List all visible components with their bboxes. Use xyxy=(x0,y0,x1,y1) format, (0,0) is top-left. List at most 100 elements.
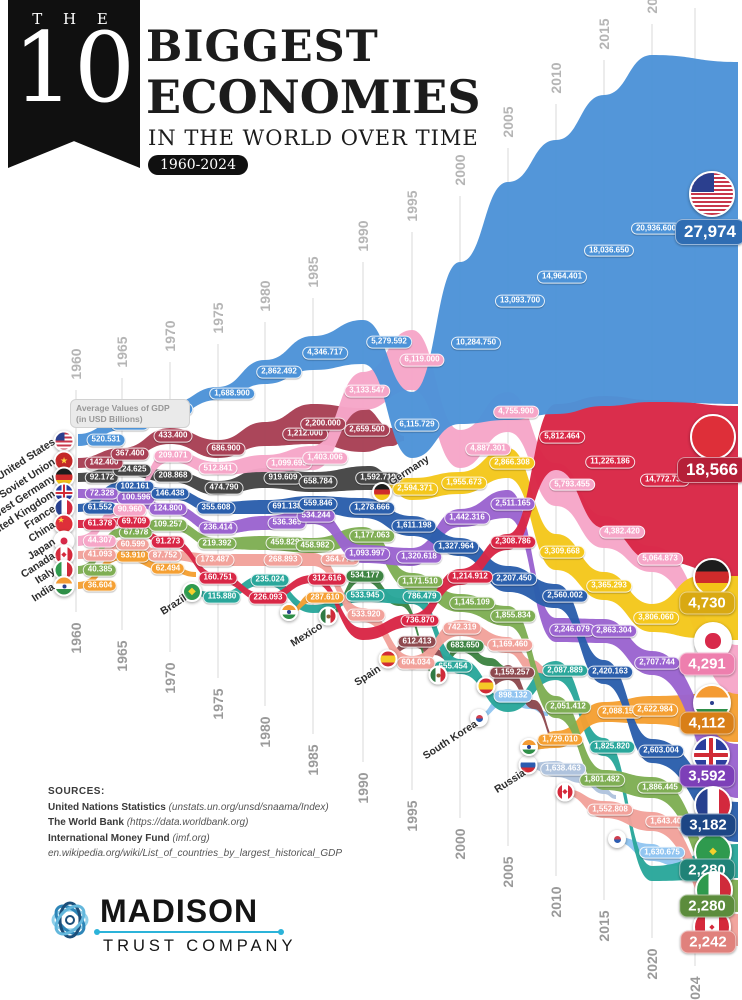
value-pill-fr: 102.161 xyxy=(115,480,155,493)
source-line: en.wikipedia.org/wiki/List_of_countries_… xyxy=(48,846,342,862)
value-pill-cn: 226.093 xyxy=(248,591,288,605)
value-pill-ca: 87.752 xyxy=(147,549,183,562)
value-pill-in: 287.610 xyxy=(305,591,345,604)
value-pill-it: 2,051.412 xyxy=(545,700,591,714)
gdp-note-line2: (in USD Billions) xyxy=(76,413,143,424)
de-flag-icon xyxy=(372,482,392,502)
value-pill-wg: 92.172 xyxy=(84,471,120,484)
value-pill-jp: 1,403.006 xyxy=(302,451,348,465)
value-pill-kr: 898.132 xyxy=(493,689,533,703)
mx-flag-icon xyxy=(428,665,448,685)
year-label-bottom: 1975 xyxy=(210,688,226,720)
value-pill-de: 3,309.668 xyxy=(539,545,585,559)
gdp-note-line1: Average Values of GDP xyxy=(76,403,170,413)
value-pill-us: 14,964.401 xyxy=(536,270,588,284)
value-pill-ussr: 2,659.500 xyxy=(344,423,390,437)
year-label-bottom: 1960 xyxy=(68,622,84,654)
source-url: (unstats.un.org/unsd/snaama/Index) xyxy=(165,801,329,813)
year-label-top: 2015 xyxy=(596,18,612,50)
value-pill-jp: 4,887.301 xyxy=(465,442,511,456)
source-name: The World Bank xyxy=(48,817,124,828)
cn-ribbon xyxy=(78,396,738,640)
value-pill-jp: 512.841 xyxy=(198,462,238,475)
value-pill-ussr: 433.400 xyxy=(153,429,193,443)
value-pill-ca: 533.920 xyxy=(346,608,386,622)
title-range-badge: 1960-2024 xyxy=(148,155,248,175)
year-label-top: 1985 xyxy=(305,256,321,288)
title-line1: BIGGEST xyxy=(146,22,379,72)
value-pill-ca: 1,169.460 xyxy=(487,638,533,652)
madison-logo-icon xyxy=(51,901,89,939)
value-pill-fr: 2,560.002 xyxy=(542,589,588,603)
value-pill-us: 2,862.492 xyxy=(256,365,302,379)
source-line: The World Bank (https://data.worldbank.o… xyxy=(48,815,342,831)
value-pill-jp: 3,133.547 xyxy=(344,384,390,398)
value-pill-fr: 559.846 xyxy=(298,497,338,511)
value-pill-jp: 4,382.420 xyxy=(599,525,645,539)
value-pill-it: 459.829 xyxy=(265,536,305,550)
source-name: International Money Fund xyxy=(48,832,170,844)
final-value-ca: 2,242 xyxy=(680,930,736,954)
value-pill-fr: 355.608 xyxy=(196,501,236,515)
value-pill-us: 5,279.592 xyxy=(366,335,412,349)
final-value-uk: 3,592 xyxy=(679,764,735,788)
year-label-bottom: 2020 xyxy=(644,948,660,980)
value-pill-de: 3,806.060 xyxy=(633,611,679,625)
value-pill-it: 1,801.482 xyxy=(579,773,625,787)
cn-flag-icon xyxy=(690,414,736,460)
value-pill-fr: 1,327.964 xyxy=(433,540,479,554)
year-label-top: 1975 xyxy=(210,302,226,334)
source-url: (imf.org) xyxy=(169,832,210,844)
value-pill-uk: 1,320.618 xyxy=(396,550,442,564)
sources-block: SOURCES: United Nations Statistics (unst… xyxy=(48,784,342,862)
year-label-bottom: 1995 xyxy=(404,800,420,832)
year-label-bottom: 1990 xyxy=(355,772,371,804)
value-pill-ca: 604.034 xyxy=(396,656,436,670)
value-pill-in: 62.494 xyxy=(150,562,186,575)
value-pill-jp: 90.960 xyxy=(112,503,148,517)
year-label-top: 2020 xyxy=(644,0,660,18)
value-pill-ussr: 686.900 xyxy=(206,442,246,456)
value-pill-cn: 736.870 xyxy=(400,614,440,627)
logo-madison: MADISON xyxy=(100,893,259,929)
kr-flag-icon xyxy=(608,830,626,848)
value-pill-ussr: 1,212.000 xyxy=(282,427,328,441)
value-pill-cn: 69.709 xyxy=(116,515,152,529)
logo-trust-company: TRUST COMPANY xyxy=(103,937,297,955)
value-pill-it: 1,855.834 xyxy=(490,609,536,623)
value-pill-br: 1,825.820 xyxy=(589,740,635,754)
de-flag-icon xyxy=(693,558,731,596)
value-pill-us: 13,093.700 xyxy=(494,294,546,308)
value-pill-it: 1,177.063 xyxy=(349,529,395,543)
year-label-top: 2024 xyxy=(687,0,703,2)
value-pill-in: 2,622.984 xyxy=(632,703,678,717)
value-pill-uk: 2,707.744 xyxy=(634,656,680,670)
final-value-cn: 18,566 xyxy=(677,457,742,483)
value-pill-wg: 919.609 xyxy=(263,471,303,485)
value-pill-jp: 5,793.455 xyxy=(549,478,595,491)
ru-flag-icon xyxy=(518,755,538,775)
value-pill-wg: 474.790 xyxy=(204,481,244,495)
value-pill-us: 4,346.717 xyxy=(302,346,348,360)
value-pill-it: 40.385 xyxy=(82,563,118,577)
us-flag-icon xyxy=(53,430,75,452)
in-flag-icon xyxy=(520,738,538,756)
final-value-jp: 4,291 xyxy=(679,652,735,676)
value-pill-br: 786.479 xyxy=(402,590,442,603)
final-value-de: 4,730 xyxy=(679,591,735,615)
value-pill-de: 2,594.371 xyxy=(392,482,438,496)
value-pill-fr: 2,207.450 xyxy=(491,572,537,586)
value-pill-jp: 4,755.900 xyxy=(493,405,539,419)
value-pill-it: 1,145.109 xyxy=(449,596,495,610)
value-pill-cn: 61.378 xyxy=(82,517,118,531)
value-pill-us: 10,284.750 xyxy=(450,336,502,350)
value-pill-it: 219.392 xyxy=(197,537,237,550)
in-flag-icon xyxy=(280,603,298,621)
value-pill-it: 1,886.445 xyxy=(637,781,683,794)
value-pill-cn: 91.273 xyxy=(150,535,186,549)
value-pill-cn: 11,226.186 xyxy=(585,455,635,469)
final-value-in: 4,112 xyxy=(679,711,735,735)
value-pill-us: 1,688.900 xyxy=(209,387,255,400)
value-pill-in: 1,729.010 xyxy=(537,733,583,746)
